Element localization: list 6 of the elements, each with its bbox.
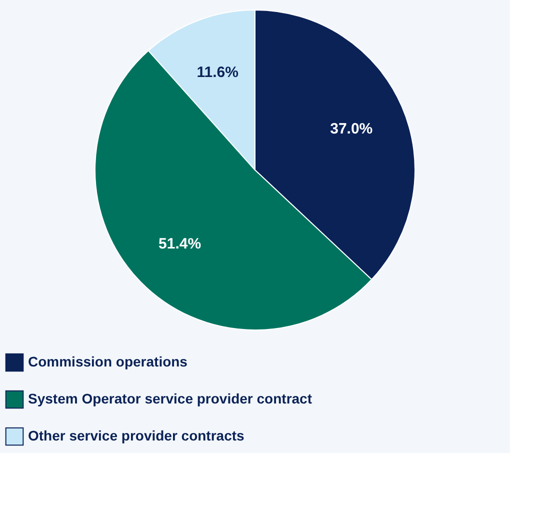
- data-label: 51.4%: [158, 235, 202, 252]
- data-label: 37.0%: [330, 120, 373, 138]
- data-label: 11.6%: [196, 64, 238, 81]
- legend-label: System Operator service provider contract: [28, 390, 312, 406]
- legend-label: Other service provider contracts: [28, 428, 245, 444]
- legend-label: Commission operations: [28, 354, 188, 370]
